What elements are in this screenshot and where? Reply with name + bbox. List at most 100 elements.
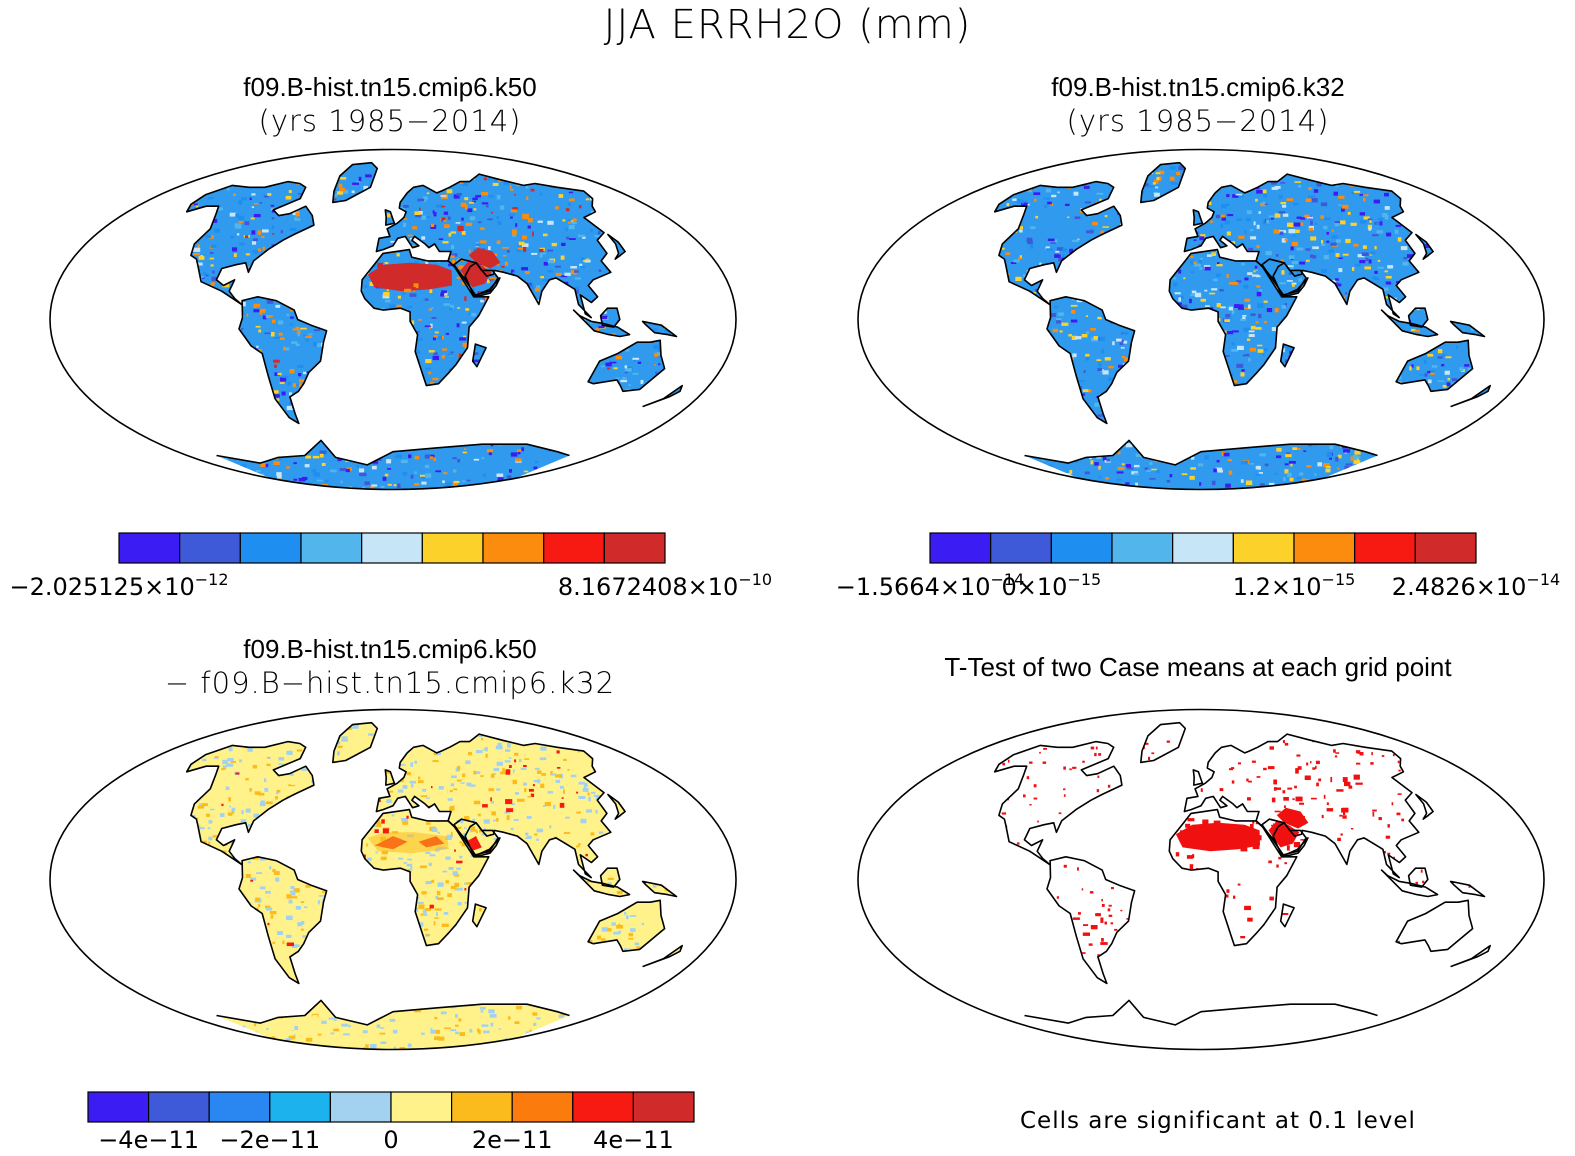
colorbar-label: 0 <box>383 1126 398 1154</box>
coastline-indonesia <box>572 309 631 338</box>
coastline-indonesia <box>1380 869 1439 898</box>
coastline-eurasia <box>1183 733 1420 879</box>
colorbar-label: −2e−11 <box>219 1126 320 1154</box>
coastline-africa <box>1168 248 1298 387</box>
colorbar-label: 0×10−15 <box>1001 570 1101 601</box>
map-panel-k32 <box>857 148 1545 491</box>
coastline-japan <box>607 793 626 820</box>
panel-title-k50: f09.B-hist.tn15.cmip6.k50 (yrs 1985−2014… <box>40 70 740 138</box>
coastline-madagascar <box>471 903 487 928</box>
panel-title-line2: (yrs 1985−2014) <box>258 104 522 138</box>
coastline-antarctica <box>216 439 570 466</box>
coastline-britain <box>1192 209 1204 226</box>
map-panel-ttest <box>857 708 1545 1051</box>
panel-title-line2: (yrs 1985−2014) <box>1066 104 1330 138</box>
colorbar-label: −1.5664×10−14 <box>836 570 1025 601</box>
coastline-newGuinea <box>641 880 678 898</box>
significance-note: Cells are significant at 0.1 level <box>1020 1108 1416 1134</box>
panel-title-line1: f09.B-hist.tn15.cmip6.k50 <box>243 72 537 102</box>
coastline-southAmerica <box>238 856 328 985</box>
colorbar-swatch <box>929 532 992 564</box>
coastline-antarctica <box>1024 999 1378 1026</box>
colorbar-swatch <box>990 532 1052 564</box>
map-border <box>49 708 737 1051</box>
coastline-greenland <box>332 161 379 204</box>
colorbar-label: 8.1672408×10−10 <box>558 570 772 601</box>
colorbar-swatch <box>632 1091 695 1123</box>
coastline-newGuinea <box>641 320 678 338</box>
coastline-eurasia <box>1183 173 1420 319</box>
coastline-newZealand <box>1450 384 1491 408</box>
colorbar-swatch <box>572 1091 634 1123</box>
coastline-antarctica <box>216 999 570 1026</box>
colorbar-swatch <box>421 532 484 564</box>
coastline-britain <box>1192 769 1204 786</box>
coastline-northAmerica <box>993 740 1123 866</box>
coastline-northAmerica <box>993 180 1123 306</box>
map-border <box>857 708 1545 1051</box>
panel-title-line1: T-Test of two Case means at each grid po… <box>944 652 1452 682</box>
colorbar-swatch <box>1414 532 1477 564</box>
coastline-newGuinea <box>1449 320 1486 338</box>
panel-title-diff: f09.B-hist.tn15.cmip6.k50 − f09.B−hist.t… <box>40 632 740 700</box>
colorbar-swatch <box>390 1091 453 1123</box>
colorbar-swatch <box>269 1091 331 1123</box>
colorbar-k32: −1.5664×10−140×10−15 1.2×10−15 2.4826×10−1… <box>836 532 1560 601</box>
colorbar-swatch <box>148 1091 210 1123</box>
coastline-eurasia <box>375 733 612 879</box>
coastline-arabianPeninsula <box>1261 818 1307 856</box>
coastline-britain <box>384 209 396 226</box>
map-panel-k50 <box>49 148 737 491</box>
colorbar-diff: −4e−11 −2e−11 0 2e−11 4e−11 <box>87 1091 695 1154</box>
coastline-southAmerica <box>238 296 328 425</box>
coastlines <box>993 161 1491 466</box>
figure-title: JJA ERRH2O (mm) <box>603 2 972 48</box>
coastline-southAmerica <box>1046 856 1136 985</box>
panel-title-ttest: T-Test of two Case means at each grid po… <box>848 650 1548 684</box>
coastline-indonesia <box>1380 309 1439 338</box>
coastline-greenland <box>1140 161 1187 204</box>
map-border <box>49 148 737 491</box>
coastline-arabianPeninsula <box>453 818 499 856</box>
coastline-japan <box>1415 233 1434 260</box>
colorbar-swatch <box>511 1091 574 1123</box>
colorbar-swatch <box>543 532 605 564</box>
coastline-britain <box>384 769 396 786</box>
colorbar-swatch <box>1111 532 1174 564</box>
colorbar-label: −4e−11 <box>98 1126 199 1154</box>
colorbar-swatch <box>1354 532 1416 564</box>
coastline-australia <box>1395 339 1474 393</box>
coastline-newZealand <box>642 384 683 408</box>
colorbar-k50: −2.025125×10−12 8.1672408×10−10 <box>9 532 772 601</box>
coastlines <box>993 721 1491 1026</box>
coastline-northAmerica <box>185 180 315 306</box>
coastline-antarctica <box>1024 439 1378 466</box>
colorbar-swatch <box>451 1091 513 1123</box>
colorbar-swatch <box>1293 532 1356 564</box>
coastline-northAmerica <box>185 740 315 866</box>
coastline-newGuinea <box>1449 880 1486 898</box>
coastline-borneo <box>599 307 621 328</box>
coastline-japan <box>1415 793 1434 820</box>
coastlines <box>185 721 683 1026</box>
panel-title-line1: f09.B-hist.tn15.cmip6.k32 <box>1051 72 1345 102</box>
colorbar-swatch <box>208 1091 271 1123</box>
coastline-southAmerica <box>1046 296 1136 425</box>
coastline-australia <box>587 339 666 393</box>
colorbar-label: 2e−11 <box>472 1126 553 1154</box>
colorbar-swatch <box>239 532 302 564</box>
coastline-newZealand <box>1450 944 1491 968</box>
map-border <box>857 148 1545 491</box>
coastline-japan <box>607 233 626 260</box>
colorbar-swatch <box>118 532 181 564</box>
coastline-greenland <box>332 721 379 764</box>
panel-title-line2: − f09.B−hist.tn15.cmip6.k32 <box>164 666 616 700</box>
colorbar-swatch <box>1232 532 1295 564</box>
colorbar-label: 2.4826×10−14 <box>1392 570 1560 601</box>
coastline-madagascar <box>471 343 487 368</box>
coastline-madagascar <box>1279 903 1295 928</box>
colorbar-swatch <box>1172 532 1234 564</box>
panel-title-k32: f09.B-hist.tn15.cmip6.k32 (yrs 1985−2014… <box>848 70 1548 138</box>
coastline-australia <box>587 899 666 953</box>
coastline-africa <box>1168 808 1298 947</box>
